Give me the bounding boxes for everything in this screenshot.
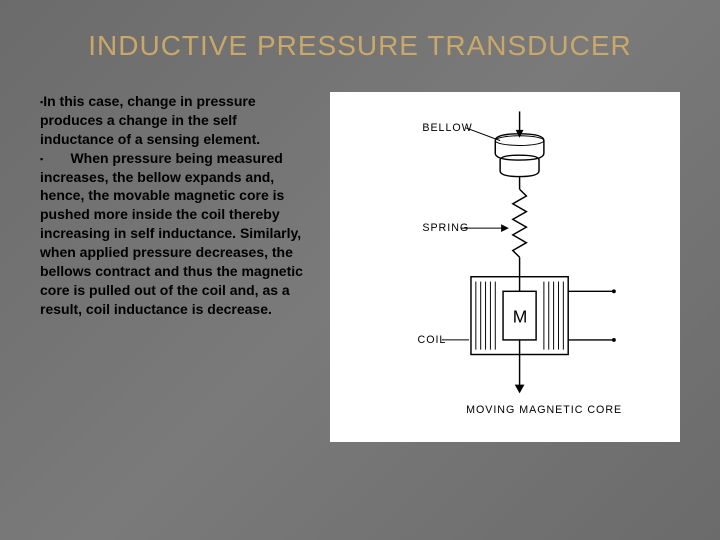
bullet-1-para: ▪In this case, change in pressure produc…	[40, 92, 310, 149]
core-arrow-head	[515, 385, 525, 394]
bellow-bottom	[500, 155, 539, 176]
terminal-top	[612, 289, 616, 293]
coil-hatching-right	[544, 282, 563, 350]
bellow-top	[495, 134, 544, 160]
slide-title: INDUCTIVE PRESSURE TRANSDUCER	[40, 30, 680, 62]
diagram-panel: BELLOW SPRING	[330, 92, 680, 442]
content-row: ▪ In this case, change in pressure produc…	[40, 92, 680, 442]
terminal-bottom	[612, 338, 616, 342]
label-core: MOVING MAGNETIC CORE	[466, 404, 622, 416]
coil-hatching-left	[476, 282, 495, 350]
label-bellow: BELLOW	[422, 122, 472, 134]
label-m: M	[513, 306, 528, 326]
slide: INDUCTIVE PRESSURE TRANSDUCER ▪ In this c…	[0, 0, 720, 540]
transducer-diagram: BELLOW SPRING	[330, 92, 680, 442]
text-column: ▪ In this case, change in pressure produc…	[40, 92, 310, 442]
bullet-1-text: In this case, change in pressure produce…	[40, 93, 260, 147]
bullet-mark-2: ▪	[40, 154, 43, 164]
bullet-2-text: When pressure being measured increases, …	[40, 150, 303, 317]
bullet-2-para: ▪ When pressure being measured increases…	[40, 149, 310, 319]
spring-leader-head	[501, 224, 509, 232]
spring-zigzag	[513, 189, 527, 257]
